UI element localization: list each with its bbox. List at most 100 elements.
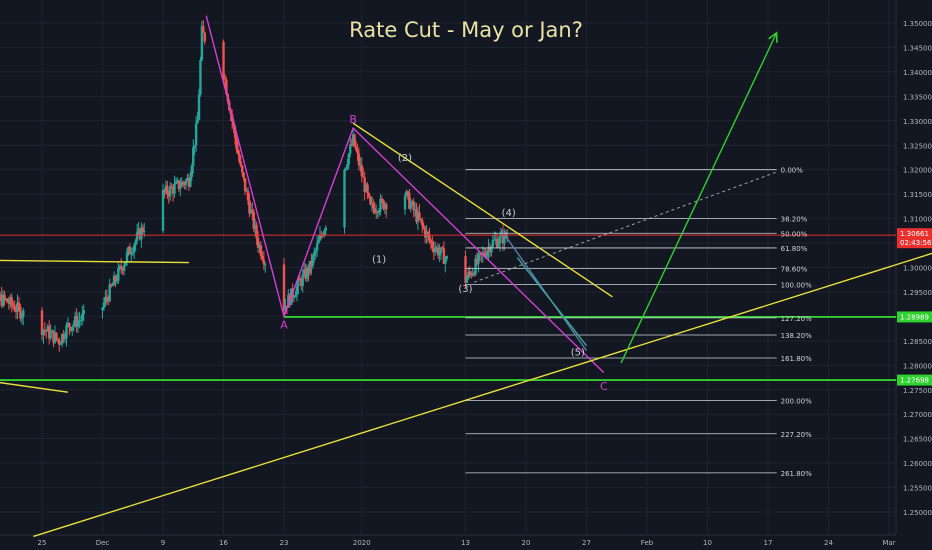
candle-down <box>7 302 11 305</box>
candle-up <box>161 189 165 231</box>
candle-up <box>292 296 296 298</box>
candle-down <box>421 220 424 226</box>
candle-down <box>423 228 427 238</box>
candle-down <box>238 153 241 162</box>
candle-down <box>0 295 3 306</box>
candle-down <box>380 198 384 201</box>
candle-up <box>493 239 496 241</box>
candle-up <box>485 251 489 258</box>
time-tick-label: 27 <box>582 539 591 547</box>
candle-up <box>490 246 493 253</box>
time-tick-label: 25 <box>38 539 47 547</box>
candle-up <box>176 180 179 182</box>
candle-down <box>3 294 6 300</box>
candle-up <box>200 26 204 61</box>
candle-up <box>284 305 287 311</box>
candle-up <box>377 210 381 214</box>
candle-down <box>412 201 415 211</box>
fib-level-label: 138.20% <box>781 332 812 340</box>
candle-down <box>109 284 113 287</box>
candle-up <box>295 286 299 296</box>
time-tick-label: 2020 <box>353 539 371 547</box>
candle-down <box>6 298 9 303</box>
candle-up <box>405 191 408 197</box>
candle-up <box>186 177 189 181</box>
candle-down <box>350 144 353 146</box>
trendline-yellow-short-left-top[interactable] <box>0 259 189 264</box>
candle-down <box>128 246 132 255</box>
trendline-green-projection[interactable] <box>620 32 778 364</box>
trendline-pink-abc-wave[interactable] <box>205 15 605 374</box>
candle-up <box>189 176 192 187</box>
candle-up <box>66 322 70 326</box>
candle-down <box>167 194 170 197</box>
time-tick-label: 10 <box>703 539 712 547</box>
candle-up <box>434 249 437 252</box>
candle-down <box>251 209 254 212</box>
candle-up <box>112 275 116 286</box>
candle-down <box>419 218 423 221</box>
candle-up <box>124 261 127 266</box>
candle-down <box>243 178 247 192</box>
price-tick-label: 1.28000 <box>903 362 932 370</box>
candle-up <box>494 239 497 241</box>
candle-down <box>187 177 191 187</box>
wave-label: (4) <box>502 208 516 219</box>
candle-down <box>222 41 225 79</box>
candle-down <box>10 297 13 306</box>
time-tick-label: Dec <box>96 539 110 547</box>
candle-down <box>428 234 431 241</box>
candle-up <box>249 209 253 214</box>
price-tick-label: 1.27000 <box>903 411 932 419</box>
wave-label: (2) <box>398 153 412 164</box>
candle-down <box>382 200 385 209</box>
candle-up <box>108 284 111 302</box>
price-tick-label: 1.29500 <box>903 289 932 297</box>
trendline-yellow-long-uptrend[interactable] <box>33 248 932 538</box>
candle-up <box>1 294 5 306</box>
candle-up <box>101 307 104 311</box>
candle-down <box>75 316 78 327</box>
candle-up <box>4 298 8 300</box>
candle-up <box>73 316 77 324</box>
fib-level-label: 78.60% <box>781 265 808 273</box>
candle-down <box>501 232 505 244</box>
candle-up <box>287 294 290 308</box>
candle-down <box>304 269 307 279</box>
candle-up <box>294 295 297 297</box>
candle-down <box>442 248 446 264</box>
candle-up <box>435 247 438 250</box>
candle-down <box>360 165 363 177</box>
candle-down <box>105 296 109 299</box>
candle-down <box>373 208 376 213</box>
fib-level-label: 50.00% <box>781 230 808 238</box>
candle-down <box>354 146 358 150</box>
price-label-value: 1.28989 <box>900 313 929 321</box>
candle-up <box>9 297 12 305</box>
candle-up <box>60 334 64 344</box>
candle-down <box>310 260 313 267</box>
candle-up <box>344 167 348 170</box>
candle-up <box>411 201 414 204</box>
candle-down <box>363 177 366 192</box>
candle-up <box>115 280 119 282</box>
price-tick-label: 1.25500 <box>903 485 932 493</box>
trendline-yellow-short-left-bottom[interactable] <box>0 380 68 393</box>
trendline-yellow-upper-resistance[interactable] <box>352 122 613 298</box>
candle-up <box>359 165 362 167</box>
candle-down <box>248 200 251 214</box>
candle-down <box>406 191 410 193</box>
trendline-teal-path[interactable] <box>516 257 588 347</box>
candle-up <box>50 330 54 332</box>
candle-up <box>465 277 469 283</box>
candle-down <box>256 238 260 248</box>
price-tick-label: 1.28500 <box>903 338 932 346</box>
candle-up <box>59 343 62 345</box>
candle-down <box>235 137 238 149</box>
candle-up <box>302 269 306 275</box>
trendline-blue-path[interactable] <box>499 227 588 352</box>
candle-up <box>140 227 143 240</box>
candle-up <box>383 204 387 209</box>
candle-down <box>239 161 242 166</box>
